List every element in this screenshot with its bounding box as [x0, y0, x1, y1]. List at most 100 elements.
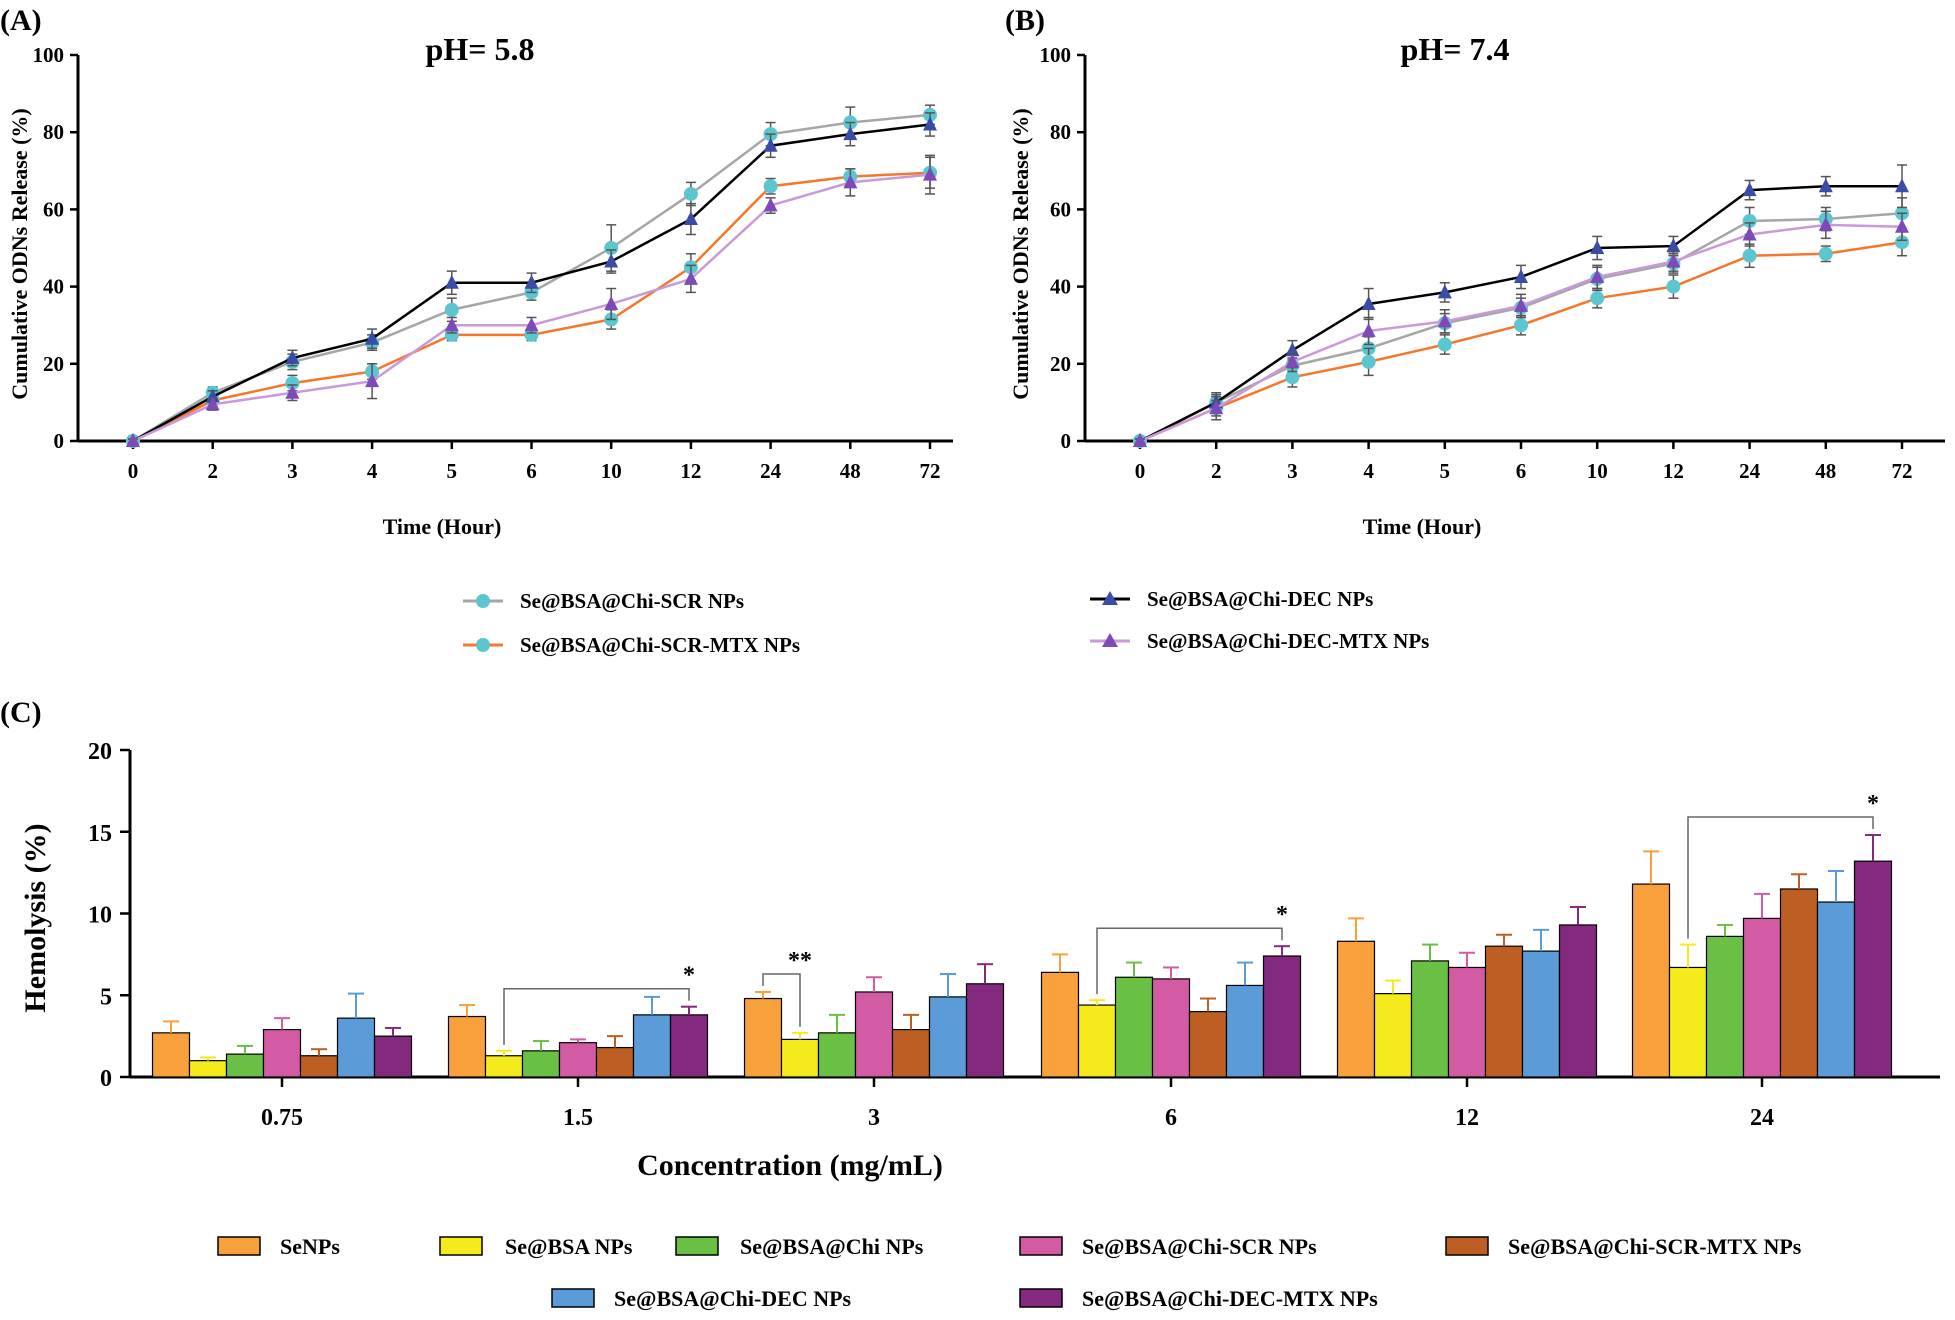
panel-label-c: (C)	[0, 696, 42, 729]
chart-b-x-tick-label: 4	[1363, 459, 1374, 483]
chart-c-xlabel: Concentration (mg/mL)	[637, 1149, 943, 1182]
chart-b-x-tick-label: 24	[1739, 459, 1761, 483]
chart-c-bar	[965, 983, 1005, 1078]
chart-c-bar	[151, 1032, 191, 1078]
chart-a-series-line-dec-mtx	[132, 173, 931, 443]
chart-b-point-dec-mtx	[1209, 400, 1224, 415]
legend-swatch-chi-dec	[551, 1288, 595, 1308]
legend-label-chi-scr: Se@BSA@Chi-SCR NPs	[1082, 1234, 1317, 1259]
chart-c-significance-bracket	[762, 973, 801, 1027]
legend-item-se-bsa: Se@BSA NPs	[439, 1234, 633, 1259]
chart-b-point-dec-mtx	[1514, 297, 1528, 312]
chart-a-y-tick-label: 40	[43, 275, 64, 299]
chart-a-point-dec-mtx	[923, 166, 937, 181]
chart-a-x-tick-label: 72	[920, 459, 941, 483]
chart-a-point-dec-mtx	[365, 373, 380, 388]
chart-b-point-scr-mtx	[1818, 246, 1833, 261]
chart-c-bar	[262, 1028, 302, 1078]
chart-b-point-scr-mtx	[1666, 279, 1681, 294]
chart-a-point-scr	[604, 241, 619, 255]
chart-b-x-tick-label: 48	[1815, 459, 1836, 483]
legend-swatch-chi-dec-mtx	[1019, 1288, 1063, 1308]
chart-a-point-dec	[763, 137, 778, 152]
chart-c-y-tick-label: 20	[88, 739, 112, 765]
chart-c-bar	[928, 996, 968, 1078]
chart-c-bar	[743, 997, 783, 1078]
chart-b-point-dec	[1895, 178, 1909, 193]
legend-label-dec: Se@BSA@Chi-DEC NPs	[1147, 587, 1373, 611]
chart-c-bar	[1262, 955, 1302, 1078]
chart-a-ylabel: Cumulative ODNs Release (%)	[7, 108, 32, 399]
chart-b-y-tick-label: 100	[1040, 43, 1072, 67]
chart-a-point-dec-mtx	[763, 197, 778, 212]
chart-c-bar	[521, 1050, 561, 1078]
chart-a-point-dec	[923, 116, 937, 131]
chart-c-bar	[780, 1038, 820, 1078]
chart-c-significance-bracket	[1096, 927, 1283, 995]
chart-a-x-tick-label: 4	[367, 459, 378, 483]
chart-b-x-tick-label: 6	[1516, 459, 1527, 483]
chart-c-bar	[1668, 966, 1708, 1078]
chart-a-x-tick-label: 5	[447, 459, 458, 483]
chart-c-bar	[1410, 960, 1450, 1078]
chart-c-bar	[336, 1017, 376, 1078]
chart-a-point-scr-mtx	[285, 376, 300, 391]
chart-b-y-tick-label: 60	[1050, 197, 1071, 221]
chart-b-y-tick-label: 20	[1050, 352, 1071, 376]
chart-b-xlabel: Time (Hour)	[1363, 514, 1482, 539]
legend-swatch-se-bsa-chi	[675, 1236, 719, 1256]
chart-c-bar	[891, 1028, 931, 1078]
chart-b-point-dec	[1361, 295, 1376, 310]
chart-c-x-tick-label: 12	[1455, 1105, 1479, 1131]
chart-b-x-tick-label: 2	[1211, 459, 1222, 483]
chart-a-point-dec-mtx	[843, 174, 858, 189]
legend-item-chi-dec: Se@BSA@Chi-DEC NPs	[551, 1286, 852, 1311]
legend-label-se-bsa: Se@BSA NPs	[505, 1234, 633, 1259]
chart-c-bar	[225, 1053, 265, 1078]
chart-a-point-scr-mtx	[524, 327, 539, 342]
chart-c-bar	[1336, 940, 1376, 1078]
chart-a-x-tick-label: 0	[128, 459, 139, 483]
chart-b-point-dec	[1437, 284, 1452, 299]
chart-b-y-tick-label: 0	[1061, 429, 1072, 453]
chart-c-bar	[1816, 901, 1856, 1078]
chart-b-point-dec-mtx	[1590, 268, 1605, 283]
chart-c-y-tick-label: 10	[88, 903, 112, 929]
chart-a-point-scr-mtx	[444, 327, 459, 342]
chart-c-significance-label: **	[788, 948, 812, 974]
legend-item-scr: Se@BSA@Chi-SCR NPs	[463, 589, 744, 613]
chart-c-bar	[1040, 971, 1080, 1078]
legend-marker-scr	[476, 594, 490, 608]
chart-c-y-tick-label: 15	[88, 821, 112, 847]
chart-b-point-scr	[1742, 213, 1757, 228]
chart-c-ylabel: Hemolysis (%)	[19, 823, 52, 1012]
legend-hemolysis: SeNPs Se@BSA NPs Se@BSA@Chi NPs Se@BSA@C…	[217, 1234, 1802, 1311]
panel-label-b: (B)	[1005, 4, 1045, 37]
chart-c-bar	[595, 1046, 635, 1078]
chart-c-x-tick-label: 3	[868, 1105, 880, 1131]
legend-item-dec: Se@BSA@Chi-DEC NPs	[1090, 587, 1373, 611]
chart-a-y-tick-label: 80	[43, 120, 64, 144]
chart-a-y-tick-label: 100	[33, 43, 65, 67]
chart-c-bar	[1225, 984, 1265, 1078]
chart-b-x-tick-label: 0	[1135, 459, 1146, 483]
chart-c-bar	[1853, 860, 1893, 1078]
chart-a-x-tick-label: 12	[680, 459, 701, 483]
legend-swatch-se-bsa	[439, 1236, 483, 1256]
chart-b-x-tick-label: 12	[1663, 459, 1684, 483]
chart-c-bar	[558, 1042, 598, 1078]
chart-a-point-dec	[285, 350, 300, 365]
chart-b-ylabel: Cumulative ODNs Release (%)	[1008, 108, 1033, 399]
chart-b-point-dec-mtx	[1133, 433, 1147, 447]
chart-a-point-dec-mtx	[444, 317, 459, 332]
chart-a-point-scr-mtx	[763, 179, 778, 194]
chart-a-y-tick-label: 60	[43, 197, 64, 221]
legend-label-scr-mtx: Se@BSA@Chi-SCR-MTX NPs	[520, 633, 800, 657]
legend-label-dec-mtx: Se@BSA@Chi-DEC-MTX NPs	[1147, 629, 1429, 653]
chart-a-series-line-scr-mtx	[132, 171, 931, 443]
chart-b-point-scr-mtx	[1361, 354, 1376, 369]
chart-c-bar	[1447, 966, 1487, 1078]
chart-a-point-dec-mtx	[524, 317, 539, 332]
legend-label-chi-dec: Se@BSA@Chi-DEC NPs	[614, 1286, 852, 1311]
chart-c-significance-label: *	[683, 963, 695, 989]
